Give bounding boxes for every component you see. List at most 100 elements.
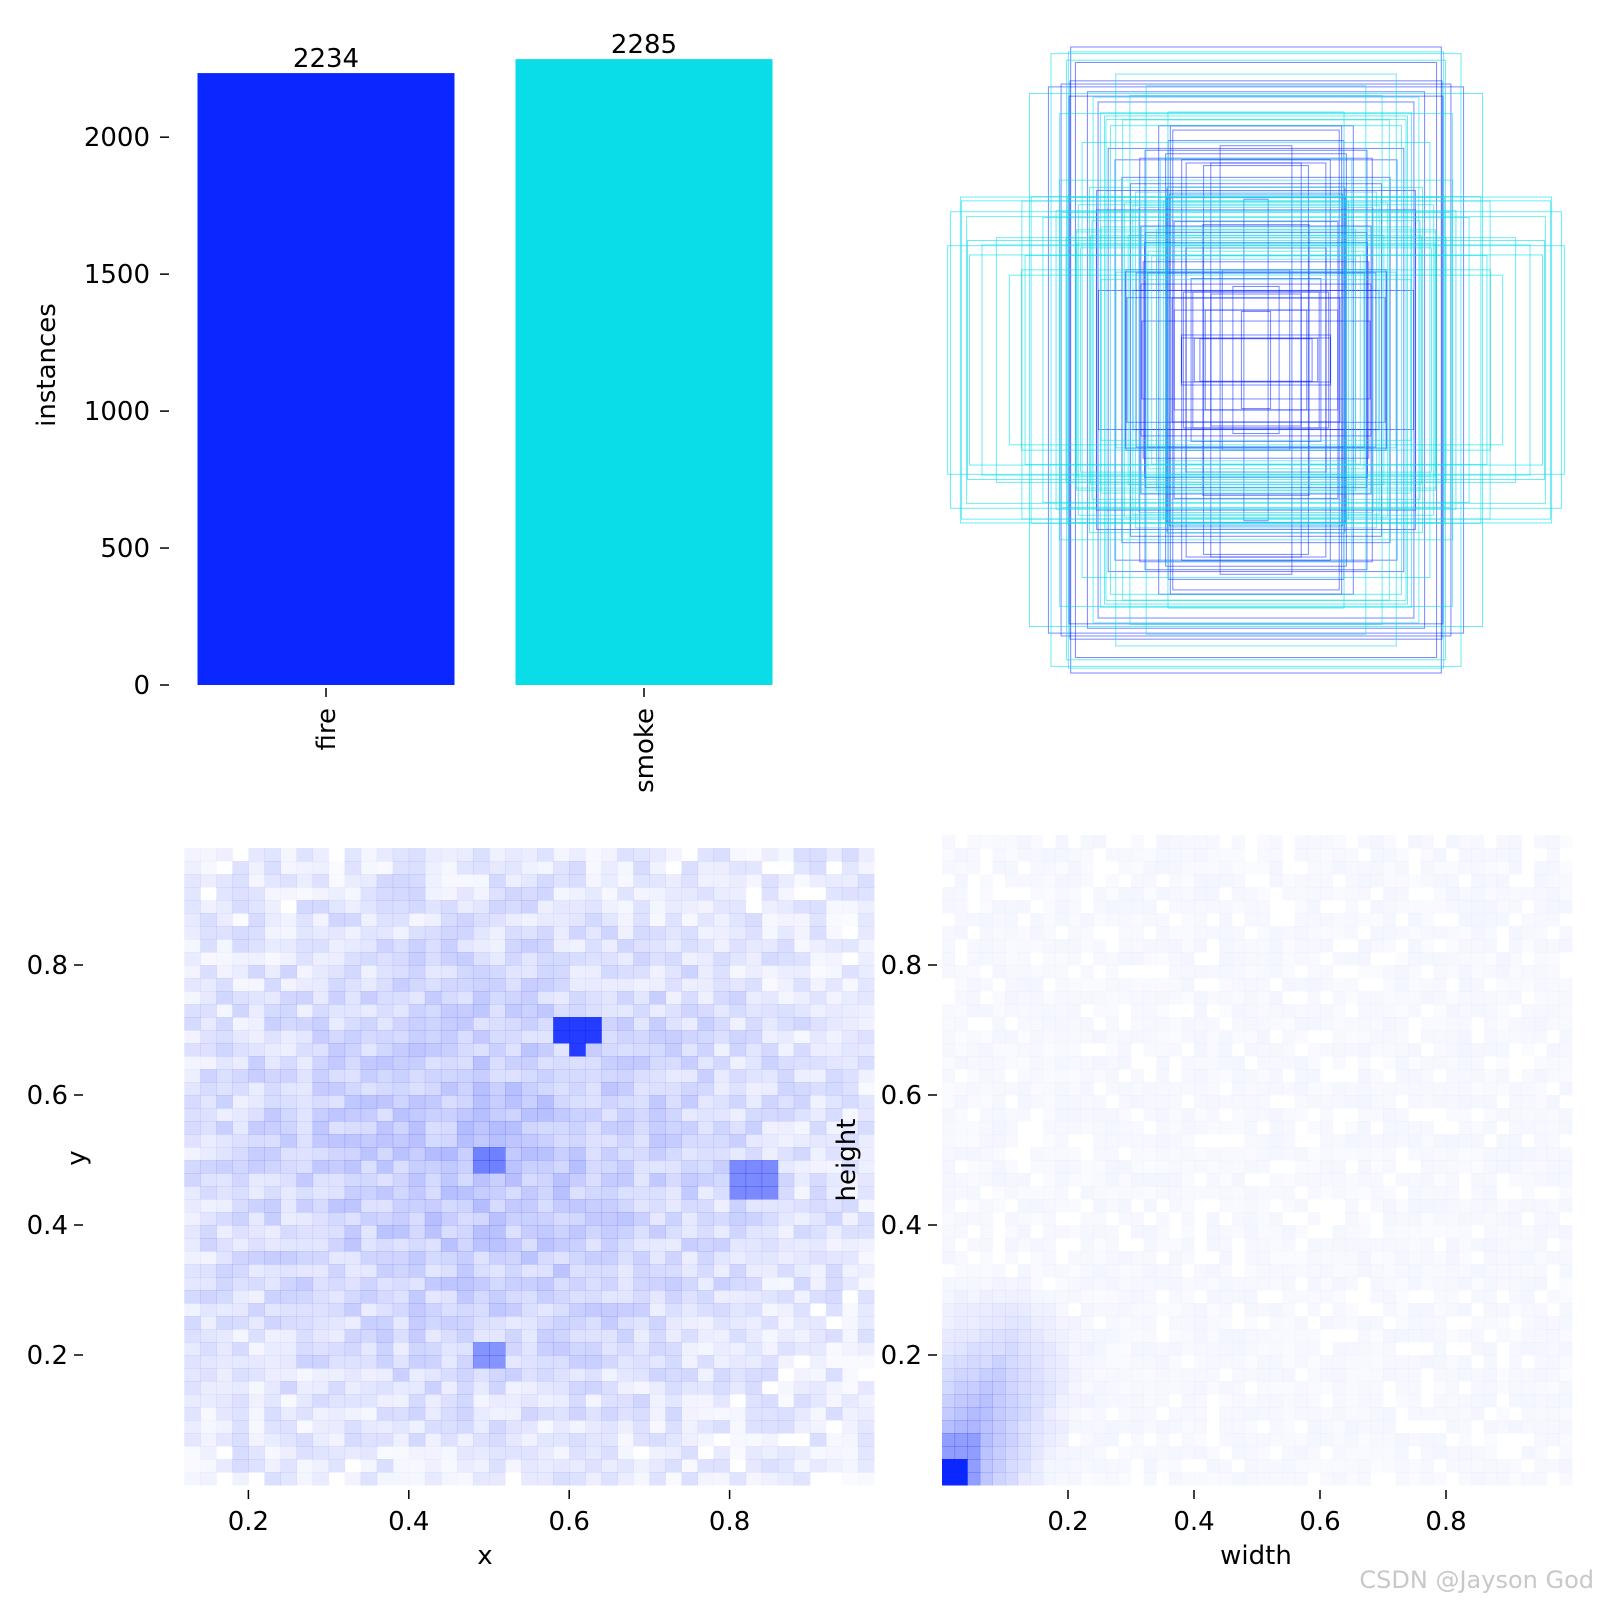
heat-cell — [809, 913, 827, 927]
heat-cell — [1383, 887, 1397, 901]
heat-cell — [793, 1160, 811, 1174]
heat-cell — [553, 1056, 570, 1070]
heat-cell — [569, 1043, 586, 1057]
heat-cell — [489, 1316, 506, 1330]
heat-cell — [1484, 1173, 1497, 1187]
fire-box — [1107, 147, 1405, 573]
heat-cell — [649, 1251, 666, 1265]
heat-cell — [1484, 1199, 1497, 1213]
heat-cell — [955, 1212, 968, 1226]
heat-cell — [1484, 1030, 1497, 1044]
heat-cell — [1471, 1095, 1485, 1109]
heat-cell — [942, 1004, 955, 1018]
heat-cell — [1219, 1069, 1232, 1083]
heat-cell — [1018, 1030, 1031, 1044]
heat-cell — [585, 1459, 602, 1473]
heat-cell — [681, 1134, 699, 1148]
heat-cell — [472, 861, 490, 875]
heat-cell — [697, 1290, 715, 1304]
heat-cell — [1207, 1355, 1220, 1369]
heat-cell — [1244, 1303, 1258, 1317]
heat-cell — [1522, 1199, 1535, 1213]
heat-cell — [746, 848, 763, 862]
heat-cell — [1055, 1407, 1069, 1421]
heat-cell — [1207, 1069, 1220, 1083]
heat-cell — [665, 1433, 682, 1447]
heat-cell — [200, 1056, 217, 1070]
heat-cell — [942, 835, 955, 849]
heat-cell — [232, 1342, 249, 1356]
heat-cell — [521, 1381, 538, 1395]
heat-cell — [942, 1394, 956, 1408]
heat-cell — [569, 861, 586, 875]
heat-cell — [328, 1134, 346, 1148]
heat-cell — [1231, 1329, 1245, 1343]
heat-cell — [1194, 1381, 1208, 1395]
heat-cell — [472, 1121, 490, 1135]
heat-cell — [264, 1160, 281, 1174]
heat-cell — [376, 978, 394, 992]
heat-cell — [1144, 1316, 1157, 1330]
heat-cell — [1068, 1355, 1082, 1369]
heat-cell — [232, 1316, 249, 1330]
heat-cell — [1320, 1238, 1333, 1252]
y-tick-label: 0.4 — [27, 1211, 68, 1241]
heat-cell — [392, 978, 410, 992]
heat-cell — [1005, 1472, 1019, 1486]
heat-cell — [345, 887, 362, 901]
heat-cell — [569, 1173, 586, 1187]
heat-cell — [1118, 913, 1131, 927]
heat-cell — [745, 1147, 763, 1161]
heat-cell — [1270, 1173, 1283, 1187]
heat-cell — [1358, 887, 1371, 901]
heat-cell — [1068, 1121, 1081, 1135]
heat-cell — [376, 1134, 394, 1148]
heat-cell — [980, 952, 993, 966]
heat-cell — [1408, 1355, 1421, 1369]
heat-cell — [489, 1394, 506, 1408]
heat-cell — [955, 1173, 968, 1187]
heat-cell — [992, 1030, 1006, 1044]
heat-cell — [392, 1238, 410, 1252]
heat-cell — [312, 1121, 330, 1135]
heat-cell — [344, 1355, 362, 1369]
heat-cell — [1257, 1264, 1270, 1278]
heat-cell — [713, 1394, 731, 1408]
heat-cell — [344, 1381, 362, 1395]
heat-cell — [1559, 939, 1573, 953]
heat-cell — [328, 1277, 346, 1291]
heat-cell — [681, 978, 699, 992]
heat-cell — [1106, 1199, 1119, 1213]
heat-cell — [1307, 1355, 1320, 1369]
heat-cell — [1559, 1056, 1572, 1070]
heat-cell — [761, 1147, 779, 1161]
heat-cell — [1068, 939, 1082, 953]
wh-y-label: height — [832, 1119, 862, 1202]
heat-cell — [1408, 939, 1422, 953]
heat-cell — [1471, 1407, 1485, 1421]
heat-cell — [601, 926, 618, 940]
heat-cell — [1547, 978, 1560, 992]
heat-cell — [1156, 1147, 1169, 1161]
heat-cell — [1547, 1459, 1560, 1473]
heat-cell — [665, 1290, 682, 1304]
heat-cell — [1446, 1147, 1459, 1161]
heat-cell — [408, 1316, 426, 1330]
heat-cell — [1408, 1082, 1421, 1096]
heat-cell — [649, 926, 666, 940]
heat-cell — [1219, 1394, 1232, 1408]
heat-cell — [665, 1069, 682, 1083]
heat-cell — [1093, 1108, 1106, 1122]
heat-cell — [232, 1043, 249, 1057]
heat-cell — [777, 1316, 795, 1330]
heat-cell — [1282, 952, 1295, 966]
heat-cell — [1257, 1160, 1270, 1174]
heat-cell — [1118, 900, 1131, 914]
heat-cell — [489, 1095, 506, 1109]
heat-cell — [1333, 1446, 1346, 1460]
heat-cell — [1547, 1121, 1560, 1135]
heat-cell — [1471, 1290, 1484, 1304]
heat-cell — [392, 1212, 410, 1226]
heat-cell — [1068, 1056, 1081, 1070]
heat-cell — [440, 1147, 458, 1161]
